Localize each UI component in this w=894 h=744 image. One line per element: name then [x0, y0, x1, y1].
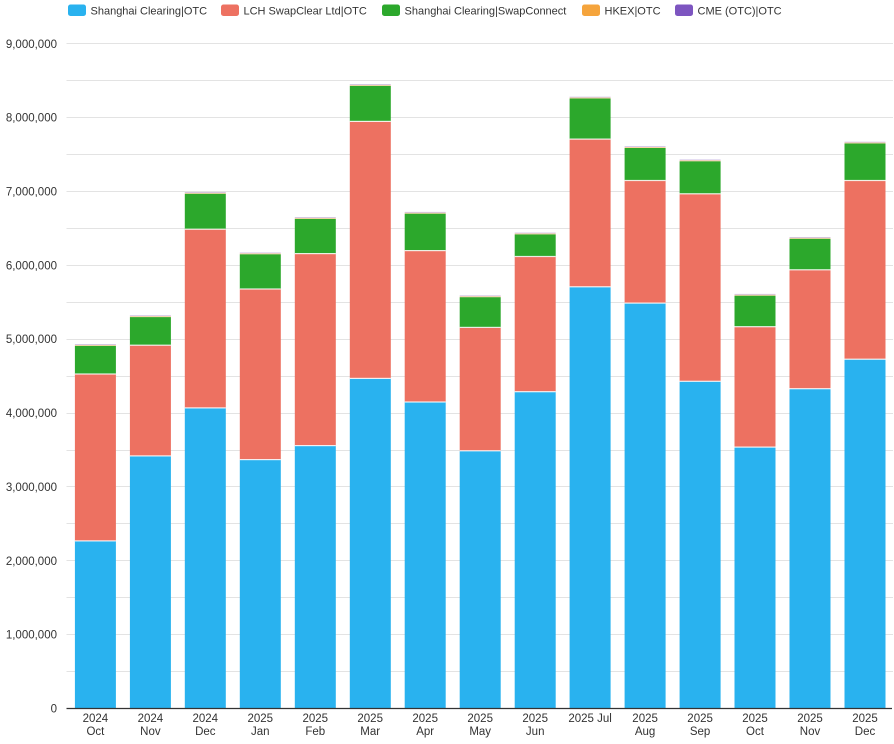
svg-text:Dec: Dec: [195, 726, 216, 738]
svg-text:0: 0: [51, 704, 57, 716]
svg-text:2025 Jul: 2025 Jul: [568, 713, 611, 725]
svg-text:2025: 2025: [357, 713, 383, 725]
svg-text:2025: 2025: [687, 713, 713, 725]
svg-text:5,000,000: 5,000,000: [6, 334, 57, 346]
svg-text:Feb: Feb: [305, 726, 325, 738]
svg-text:Jun: Jun: [526, 726, 545, 738]
svg-text:Nov: Nov: [140, 726, 161, 738]
svg-text:2,000,000: 2,000,000: [6, 556, 57, 568]
svg-text:8,000,000: 8,000,000: [6, 113, 57, 125]
svg-text:3,000,000: 3,000,000: [6, 482, 57, 494]
svg-text:Jan: Jan: [251, 726, 270, 738]
svg-text:Apr: Apr: [416, 726, 434, 738]
svg-text:2025: 2025: [632, 713, 658, 725]
svg-text:7,000,000: 7,000,000: [6, 187, 57, 199]
svg-text:2025: 2025: [412, 713, 438, 725]
svg-text:May: May: [469, 726, 491, 738]
svg-text:2024: 2024: [193, 713, 219, 725]
svg-text:9,000,000: 9,000,000: [6, 39, 57, 51]
svg-text:CME (OTC)|OTC: CME (OTC)|OTC: [698, 6, 782, 18]
svg-text:Mar: Mar: [360, 726, 380, 738]
svg-text:2025: 2025: [467, 713, 493, 725]
svg-text:4,000,000: 4,000,000: [6, 408, 57, 420]
svg-text:Shanghai Clearing|OTC: Shanghai Clearing|OTC: [91, 6, 208, 18]
svg-text:2025: 2025: [248, 713, 274, 725]
svg-text:HKEX|OTC: HKEX|OTC: [605, 6, 661, 18]
svg-text:Shanghai Clearing|SwapConnect: Shanghai Clearing|SwapConnect: [405, 6, 567, 18]
svg-text:2024: 2024: [138, 713, 164, 725]
svg-text:2025: 2025: [797, 713, 823, 725]
svg-text:2025: 2025: [303, 713, 329, 725]
svg-text:Sep: Sep: [690, 726, 710, 738]
svg-text:Dec: Dec: [855, 726, 876, 738]
svg-text:Aug: Aug: [635, 726, 655, 738]
svg-text:Oct: Oct: [746, 726, 765, 738]
svg-text:1,000,000: 1,000,000: [6, 630, 57, 642]
svg-text:2024: 2024: [83, 713, 109, 725]
svg-text:LCH SwapClear Ltd|OTC: LCH SwapClear Ltd|OTC: [244, 6, 367, 18]
svg-text:6,000,000: 6,000,000: [6, 260, 57, 272]
svg-text:Oct: Oct: [86, 726, 105, 738]
svg-text:2025: 2025: [852, 713, 878, 725]
svg-text:2025: 2025: [742, 713, 768, 725]
svg-text:Nov: Nov: [800, 726, 821, 738]
svg-text:2025: 2025: [522, 713, 548, 725]
